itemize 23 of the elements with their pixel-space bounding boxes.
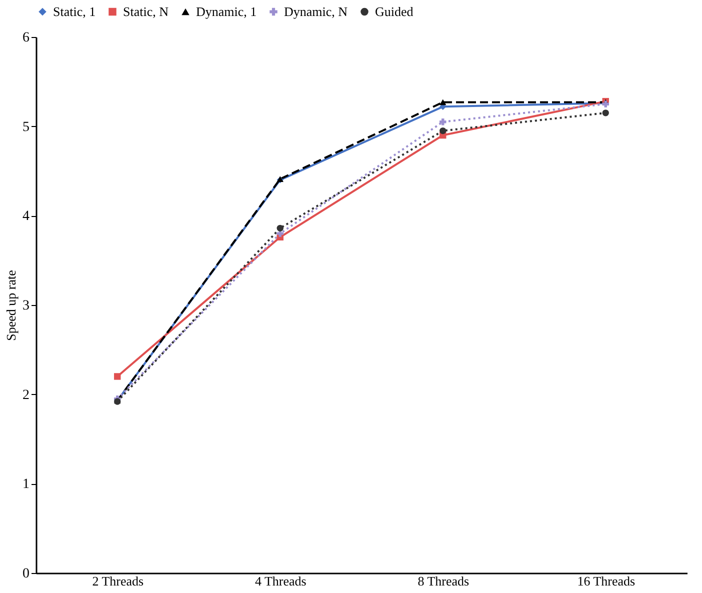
- point: [114, 373, 121, 380]
- y-tick-label: 1: [22, 477, 30, 492]
- legend-label: Guided: [375, 4, 414, 19]
- y-tick-label: 3: [22, 298, 30, 314]
- point: [440, 118, 446, 126]
- point: [440, 127, 446, 134]
- y-tick-label: 4: [22, 209, 30, 224]
- legend-label: Dynamic, N: [284, 4, 348, 19]
- point: [602, 110, 609, 116]
- x-tick-label: 16 Threads: [577, 574, 636, 588]
- y-tick-label: 6: [22, 30, 30, 46]
- x-tick-label: 8 Threads: [418, 574, 470, 588]
- legend-label: Static, 1: [53, 4, 96, 19]
- x-tick-label: 4 Threads: [254, 574, 306, 588]
- point: [440, 99, 446, 106]
- legend-label: Static, N: [123, 4, 170, 19]
- y-tick-label: 5: [22, 120, 30, 135]
- y-tick-label: 0: [22, 566, 30, 582]
- y-axis-title: Speed up rate: [4, 270, 18, 341]
- legend-label: Dynamic, 1: [196, 4, 257, 19]
- x-tick-label: 2 Threads: [92, 574, 144, 588]
- point: [276, 224, 284, 232]
- y-tick-label: 2: [22, 388, 30, 403]
